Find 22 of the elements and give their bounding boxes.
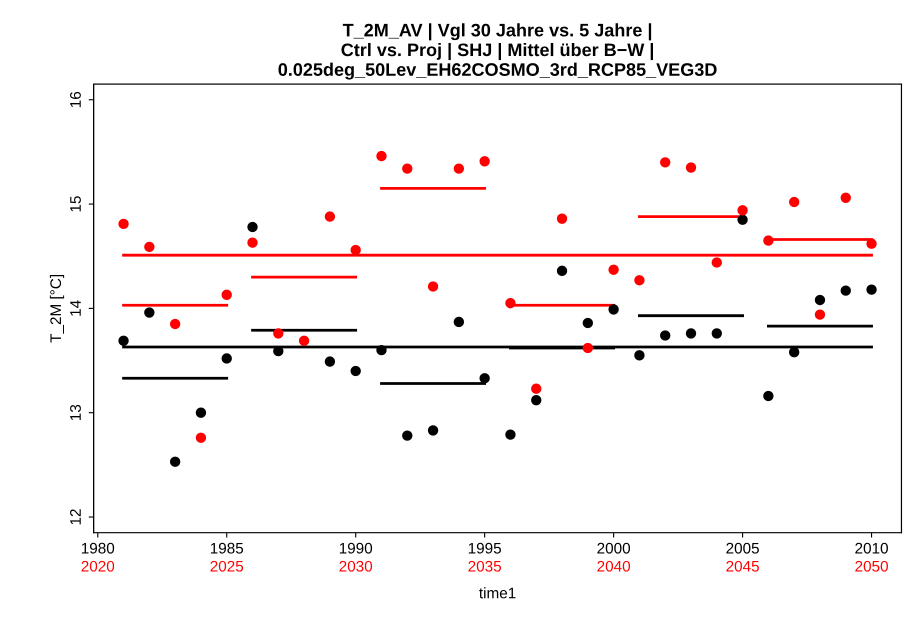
y-tick-label: 15: [70, 196, 81, 212]
x-tick-label: 2010: [855, 542, 888, 554]
y-tick-label: 13: [70, 404, 81, 420]
x2-tick-label: 2030: [339, 560, 372, 572]
y-tick-label: 12: [70, 509, 81, 524]
y-tick-label: 16: [70, 92, 81, 108]
x2-tick-label: 2025: [210, 560, 244, 572]
x-tick-label: 1990: [340, 542, 372, 554]
y-axis-title: T_2M [°C]: [50, 275, 64, 343]
x2-tick-label: 2020: [82, 560, 114, 572]
x-tick-label: 2000: [597, 542, 630, 554]
x2-tick-label: 2050: [855, 560, 888, 572]
x2-tick-label: 2035: [468, 560, 502, 572]
y-tick-label: 14: [70, 300, 81, 316]
x-tick-label: 1995: [468, 542, 502, 554]
x-tick-label: 1985: [210, 542, 244, 554]
chart-title: T_2M_AV | Vgl 30 Jahre vs. 5 Jahre | Ctrl vs. Proj | SHJ | Mittel über B−W | 0.025deg_50Lev_EH62COSMO_3rd_RCP85_VEG3D: [278, 23, 717, 80]
x2-tick-label: 2040: [597, 560, 630, 572]
x-tick-label: 2005: [726, 542, 759, 554]
x-tick-label: 1980: [82, 542, 114, 554]
x-axis-title: time1: [479, 587, 516, 598]
x2-tick-label: 2045: [726, 560, 759, 572]
